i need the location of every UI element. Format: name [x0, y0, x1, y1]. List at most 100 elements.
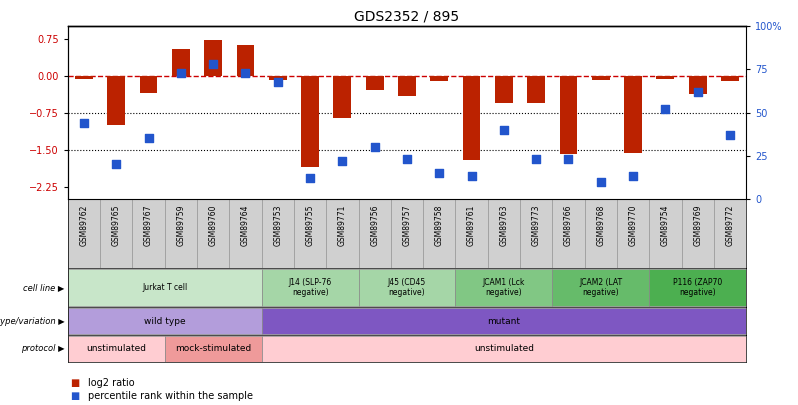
Text: ■: ■ [70, 391, 80, 401]
Text: GSM89765: GSM89765 [112, 205, 120, 246]
Bar [262, 336, 746, 362]
Point [626, 173, 639, 180]
Text: unstimulated: unstimulated [86, 344, 146, 353]
Text: GSM89759: GSM89759 [176, 205, 185, 246]
Text: Jurkat T cell: Jurkat T cell [142, 283, 188, 292]
Bar [592, 76, 610, 79]
Text: unstimulated: unstimulated [474, 344, 534, 353]
Bar [294, 199, 326, 268]
Text: GSM89766: GSM89766 [564, 205, 573, 246]
Text: mock-stimulated: mock-stimulated [175, 344, 251, 353]
Bar [657, 76, 674, 79]
Bar [463, 76, 480, 160]
Bar [552, 199, 585, 268]
Bar [721, 76, 739, 81]
Bar [527, 76, 545, 103]
Bar [334, 76, 351, 117]
Text: percentile rank within the sample: percentile rank within the sample [88, 391, 253, 401]
Title: GDS2352 / 895: GDS2352 / 895 [354, 10, 460, 24]
Bar [456, 269, 552, 306]
Text: GSM89755: GSM89755 [306, 205, 314, 246]
Point [142, 135, 155, 142]
Bar [68, 269, 262, 306]
Point [175, 70, 188, 76]
Point [465, 173, 478, 180]
Text: GSM89764: GSM89764 [241, 205, 250, 246]
Text: protocol ▶: protocol ▶ [21, 344, 65, 353]
Text: mutant: mutant [488, 317, 520, 326]
Point [369, 144, 381, 150]
Point [77, 120, 90, 126]
Text: genotype/variation ▶: genotype/variation ▶ [0, 317, 65, 326]
Text: GSM89767: GSM89767 [144, 205, 153, 246]
Text: GSM89762: GSM89762 [80, 205, 89, 246]
Bar [365, 76, 384, 90]
Bar [68, 308, 262, 334]
Bar [423, 199, 456, 268]
Point [691, 89, 704, 95]
Point [530, 156, 543, 162]
Bar [681, 199, 714, 268]
Text: GSM89758: GSM89758 [435, 205, 444, 246]
Bar [108, 76, 125, 125]
Text: GSM89772: GSM89772 [725, 205, 734, 246]
Bar [585, 199, 617, 268]
Bar [164, 336, 262, 362]
Bar [624, 76, 642, 153]
Bar [650, 269, 746, 306]
Bar [68, 336, 164, 362]
Bar [488, 199, 520, 268]
Text: GSM89771: GSM89771 [338, 205, 347, 246]
Point [336, 158, 349, 164]
Text: cell line ▶: cell line ▶ [23, 283, 65, 292]
Bar [68, 199, 100, 268]
Bar [650, 199, 681, 268]
Bar [559, 76, 578, 154]
Bar [358, 269, 456, 306]
Bar [100, 199, 132, 268]
Point [304, 175, 317, 181]
Bar [172, 49, 190, 76]
Bar [520, 199, 552, 268]
Bar [262, 308, 746, 334]
Bar [301, 76, 319, 167]
Bar [269, 76, 286, 79]
Text: J14 (SLP-76
negative): J14 (SLP-76 negative) [288, 278, 332, 297]
Text: GSM89756: GSM89756 [370, 205, 379, 246]
Point [659, 106, 672, 112]
Text: GSM89757: GSM89757 [402, 205, 412, 246]
Point [110, 161, 123, 168]
Point [562, 156, 575, 162]
Bar [391, 199, 423, 268]
Bar [262, 199, 294, 268]
Bar [204, 40, 222, 76]
Point [595, 178, 607, 185]
Text: GSM89770: GSM89770 [629, 205, 638, 246]
Bar [398, 76, 416, 96]
Bar [495, 76, 513, 103]
Text: ■: ■ [70, 378, 80, 388]
Bar [326, 199, 358, 268]
Bar [552, 269, 650, 306]
Text: GSM89769: GSM89769 [693, 205, 702, 246]
Text: GSM89754: GSM89754 [661, 205, 670, 246]
Text: JCAM1 (Lck
negative): JCAM1 (Lck negative) [483, 278, 525, 297]
Bar [236, 45, 255, 76]
Bar [229, 199, 262, 268]
Bar [197, 199, 229, 268]
Point [433, 170, 445, 176]
Text: GSM89760: GSM89760 [209, 205, 218, 246]
Bar [75, 76, 93, 79]
Text: GSM89768: GSM89768 [596, 205, 605, 246]
Text: GSM89753: GSM89753 [273, 205, 282, 246]
Bar [714, 199, 746, 268]
Bar [689, 76, 706, 94]
Bar [140, 76, 157, 93]
Text: GSM89763: GSM89763 [500, 205, 508, 246]
Point [239, 70, 252, 76]
Point [497, 127, 510, 133]
Bar [456, 199, 488, 268]
Text: log2 ratio: log2 ratio [88, 378, 134, 388]
Bar [262, 269, 358, 306]
Bar [132, 199, 164, 268]
